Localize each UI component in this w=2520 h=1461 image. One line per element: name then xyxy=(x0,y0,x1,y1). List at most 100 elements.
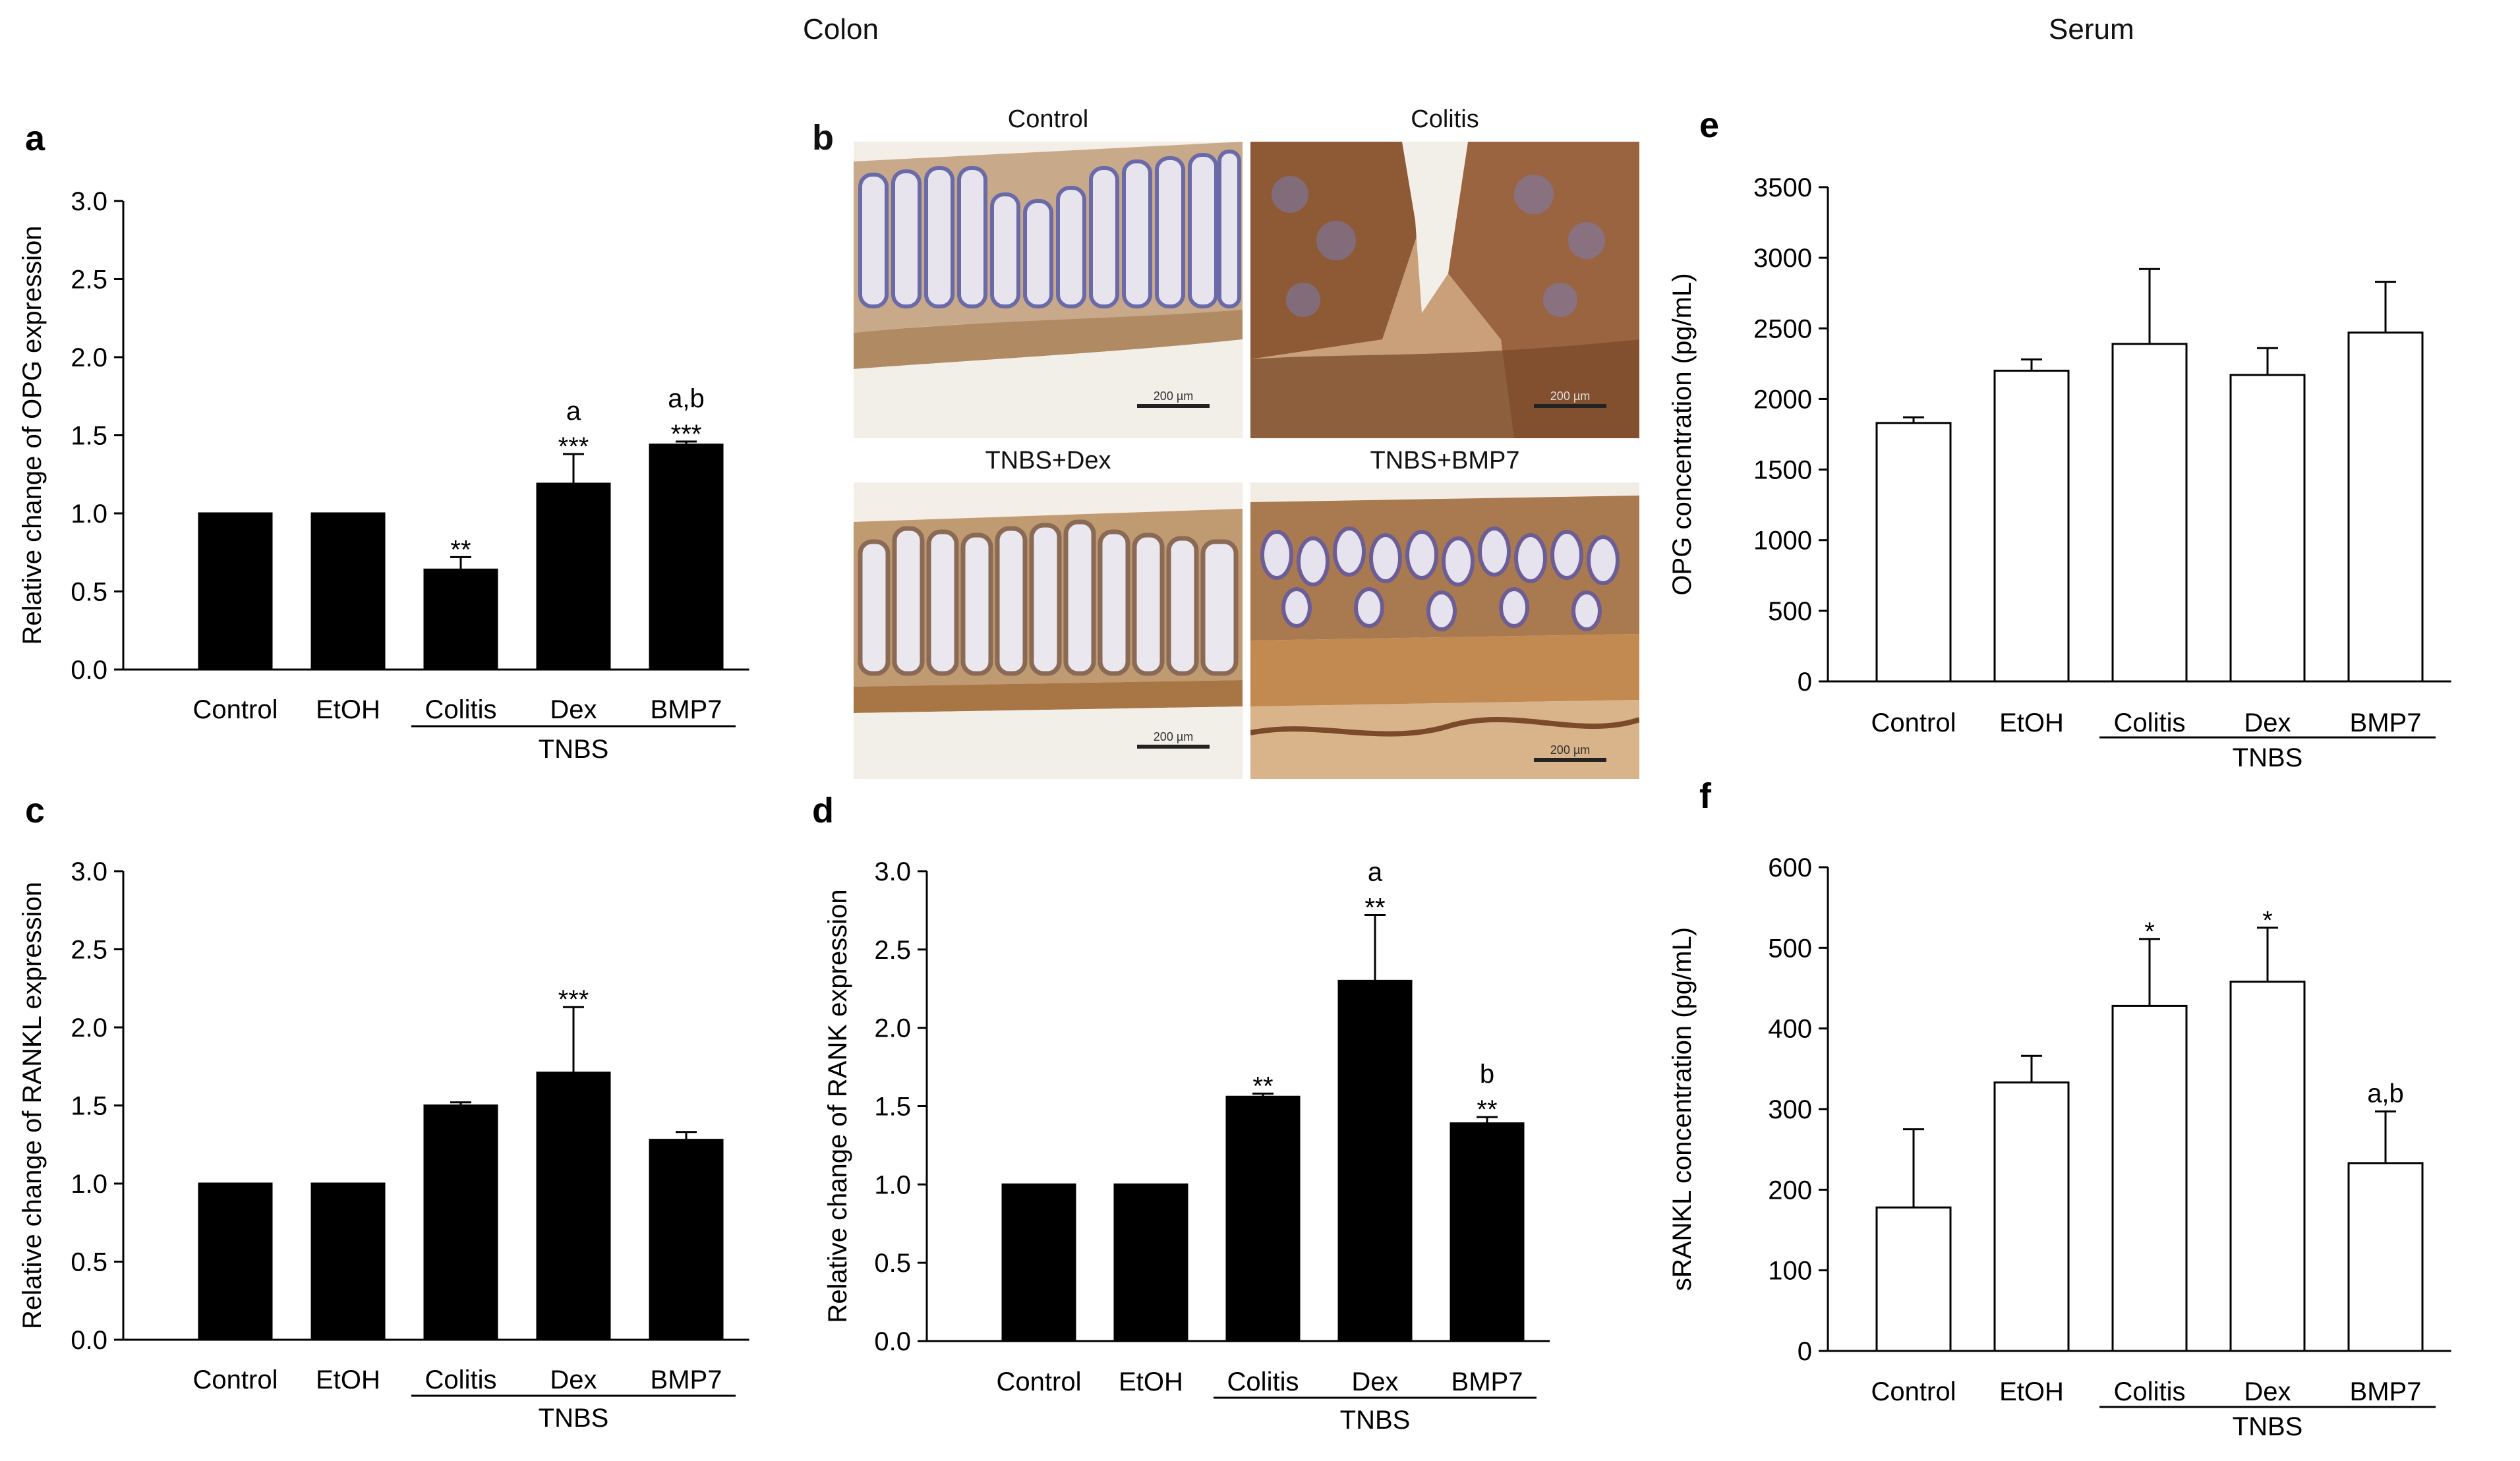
y-tick-label: 0.5 xyxy=(71,1248,107,1277)
significance-label-c-3: *** xyxy=(558,985,589,1014)
y-tick-label: 2.5 xyxy=(71,266,107,295)
y-tick-label: 2.0 xyxy=(71,1014,107,1043)
significance-label-f-3: * xyxy=(2262,906,2273,935)
micrograph-title-tnbs-bmp7: TNBS+BMP7 xyxy=(1370,447,1520,474)
bar-c-3 xyxy=(536,1072,611,1341)
bar-c-0 xyxy=(198,1182,273,1341)
group-label-c: TNBS xyxy=(539,1404,609,1433)
y-axis-label-a: Relative change of OPG expression xyxy=(18,226,47,645)
y-tick-label: 1000 xyxy=(1753,527,1812,556)
category-label-a-0: Control xyxy=(193,695,278,724)
category-label-c-3: Dex xyxy=(550,1365,597,1394)
significance-label-d-4: ** xyxy=(1477,1095,1497,1124)
y-tick-label: 2.0 xyxy=(874,1014,911,1043)
bar-f-0 xyxy=(1875,1206,1952,1352)
category-label-c-1: EtOH xyxy=(316,1365,380,1394)
bar-e-0 xyxy=(1875,422,1952,683)
category-label-e-4: BMP7 xyxy=(2350,708,2422,737)
y-tick-label: 3.0 xyxy=(874,857,911,886)
category-label-a-4: BMP7 xyxy=(651,695,722,724)
y-tick-label: 2.5 xyxy=(71,936,107,965)
bar-d-4 xyxy=(1450,1122,1525,1342)
micrograph-title-tnbs-dex: TNBS+Dex xyxy=(985,447,1111,474)
y-tick-label: 200 xyxy=(1768,1176,1812,1205)
y-tick-label: 2.5 xyxy=(874,936,911,965)
category-label-d-4: BMP7 xyxy=(1451,1367,1523,1396)
category-label-a-2: Colitis xyxy=(425,695,497,724)
significance-label-f-4: a,b xyxy=(2367,1079,2404,1108)
y-tick-label: 0.0 xyxy=(874,1327,911,1356)
micrograph-control: 200 µm xyxy=(854,142,1243,438)
significance-label-d-3: a xyxy=(1368,858,1383,887)
bar-a-1 xyxy=(310,512,386,671)
panel-letter-f: f xyxy=(1699,776,1712,816)
y-tick-label: 3.0 xyxy=(71,857,107,886)
bar-d-3 xyxy=(1337,979,1413,1342)
scale-bar-label: 200 µm xyxy=(1550,743,1590,757)
y-axis-label-d: Relative change of RANK expression xyxy=(823,889,852,1323)
bar-d-2 xyxy=(1225,1095,1301,1342)
panel-letter-d: d xyxy=(812,791,834,830)
significance-label-d-4: b xyxy=(1480,1060,1494,1089)
panel-letter-a: a xyxy=(25,119,45,158)
micrograph-title-colitis: Colitis xyxy=(1411,105,1479,133)
bar-e-4 xyxy=(2347,331,2424,683)
category-label-c-4: BMP7 xyxy=(651,1365,722,1394)
panel-letter-c: c xyxy=(25,791,45,830)
bar-f-4 xyxy=(2347,1162,2424,1352)
significance-label-a-3: *** xyxy=(558,432,589,461)
micrograph-tnbs-bmp7-image: 200 µm xyxy=(1250,482,1639,779)
y-axis-label-c: Relative change of RANKL expression xyxy=(18,882,47,1329)
y-tick-label: 0.0 xyxy=(71,656,107,685)
y-axis-label-f: sRANKL concentration (pg/mL) xyxy=(1668,927,1697,1291)
significance-label-d-3: ** xyxy=(1364,894,1385,923)
y-tick-label: 100 xyxy=(1768,1257,1812,1286)
group-label-e: TNBS xyxy=(2233,743,2303,772)
colon-section-title: Colon xyxy=(803,13,879,45)
category-label-a-3: Dex xyxy=(550,695,597,724)
y-tick-label: 1.5 xyxy=(71,1092,107,1121)
category-label-d-0: Control xyxy=(997,1367,1082,1396)
y-tick-label: 0.0 xyxy=(71,1326,107,1355)
micrograph-tnbs-dex-image: 200 µm xyxy=(854,482,1243,779)
micrograph-tnbs-bmp7: 200 µm xyxy=(1250,482,1639,779)
y-tick-label: 1.0 xyxy=(71,500,107,529)
y-tick-label: 1.5 xyxy=(71,422,107,451)
significance-label-a-2: ** xyxy=(450,535,471,564)
bar-c-4 xyxy=(649,1139,724,1341)
y-tick-label: 2500 xyxy=(1753,314,1812,343)
micrograph-control-image: 200 µm xyxy=(854,142,1243,438)
significance-label-a-3: a xyxy=(566,397,581,426)
y-tick-label: 0.5 xyxy=(874,1249,911,1278)
bar-f-3 xyxy=(2229,981,2306,1352)
category-label-d-1: EtOH xyxy=(1119,1367,1183,1396)
y-tick-label: 1500 xyxy=(1753,456,1812,485)
category-label-d-2: Colitis xyxy=(1227,1367,1299,1396)
micrograph-colitis: 200 µm xyxy=(1250,142,1639,438)
y-tick-label: 600 xyxy=(1768,853,1812,882)
bar-d-1 xyxy=(1113,1183,1188,1342)
panel-letter-e: e xyxy=(1699,105,1719,145)
category-label-f-4: BMP7 xyxy=(2350,1377,2422,1406)
category-label-f-2: Colitis xyxy=(2114,1377,2186,1406)
y-tick-label: 0 xyxy=(1798,668,1812,697)
micrograph-colitis-image: 200 µm xyxy=(1250,142,1639,438)
group-label-f: TNBS xyxy=(2233,1412,2303,1441)
bar-c-1 xyxy=(310,1182,386,1341)
bar-a-3 xyxy=(536,482,611,671)
y-tick-label: 500 xyxy=(1768,597,1812,626)
category-label-c-0: Control xyxy=(193,1365,278,1394)
bar-a-4 xyxy=(649,444,724,671)
bar-f-2 xyxy=(2111,1004,2188,1352)
y-tick-label: 2.0 xyxy=(71,343,107,372)
category-label-c-2: Colitis xyxy=(425,1365,497,1394)
scale-bar-label: 200 µm xyxy=(1550,389,1590,403)
serum-section-title: Serum xyxy=(2049,13,2134,45)
micrograph-tnbs-dex: 200 µm xyxy=(854,482,1243,779)
y-tick-label: 1.0 xyxy=(71,1170,107,1199)
category-label-e-3: Dex xyxy=(2244,708,2291,737)
category-label-a-1: EtOH xyxy=(316,695,380,724)
bar-f-1 xyxy=(1993,1081,2070,1352)
category-label-f-1: EtOH xyxy=(1999,1377,2064,1406)
y-tick-label: 300 xyxy=(1768,1095,1812,1124)
